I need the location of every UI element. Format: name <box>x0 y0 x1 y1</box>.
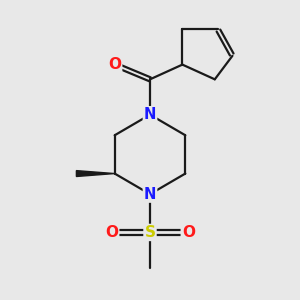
Text: O: O <box>108 57 121 72</box>
Text: O: O <box>182 225 195 240</box>
Text: O: O <box>105 225 118 240</box>
Text: S: S <box>145 225 155 240</box>
Text: N: N <box>144 107 156 122</box>
Polygon shape <box>76 171 115 176</box>
Text: N: N <box>144 187 156 202</box>
